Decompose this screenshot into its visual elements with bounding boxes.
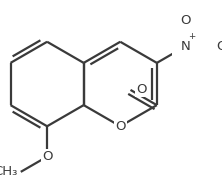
- Text: CH₃: CH₃: [0, 165, 18, 178]
- Text: O: O: [42, 150, 52, 163]
- Text: O: O: [136, 83, 146, 96]
- Text: O: O: [115, 120, 125, 133]
- Text: O: O: [180, 14, 191, 27]
- Text: N: N: [180, 40, 190, 53]
- Text: +: +: [188, 32, 196, 41]
- Text: O: O: [216, 40, 222, 53]
